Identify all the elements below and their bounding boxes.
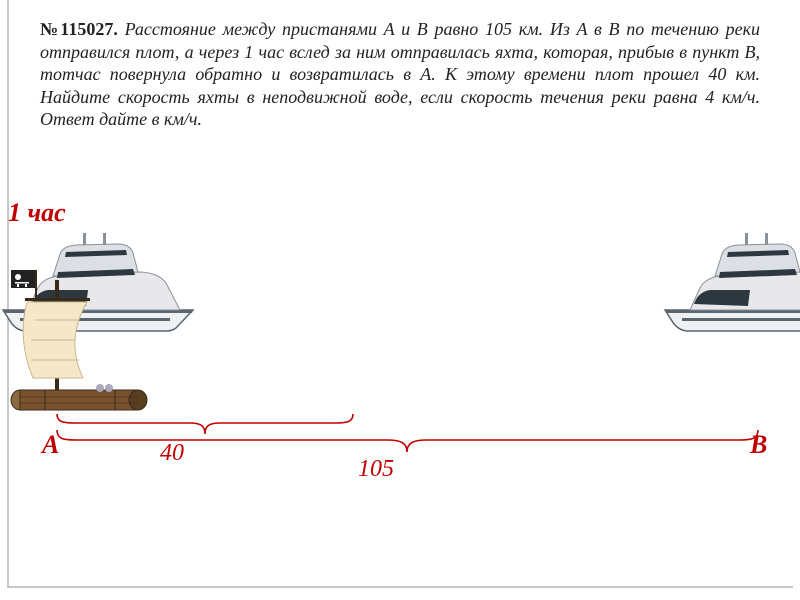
distance-105-label: 105	[358, 456, 394, 483]
point-a-label: A	[42, 430, 59, 460]
yacht-right-icon	[660, 228, 800, 333]
problem-number: №115027.	[40, 19, 118, 39]
problem-text-block: №115027. Расстояние между пристанями A и…	[0, 0, 800, 131]
problem-body: Расстояние между пристанями A и B равно …	[40, 19, 760, 129]
distance-40-label: 40	[160, 440, 184, 467]
time-label: 1 час	[8, 198, 66, 228]
point-b-label: B	[750, 430, 767, 460]
raft-icon	[5, 270, 150, 420]
